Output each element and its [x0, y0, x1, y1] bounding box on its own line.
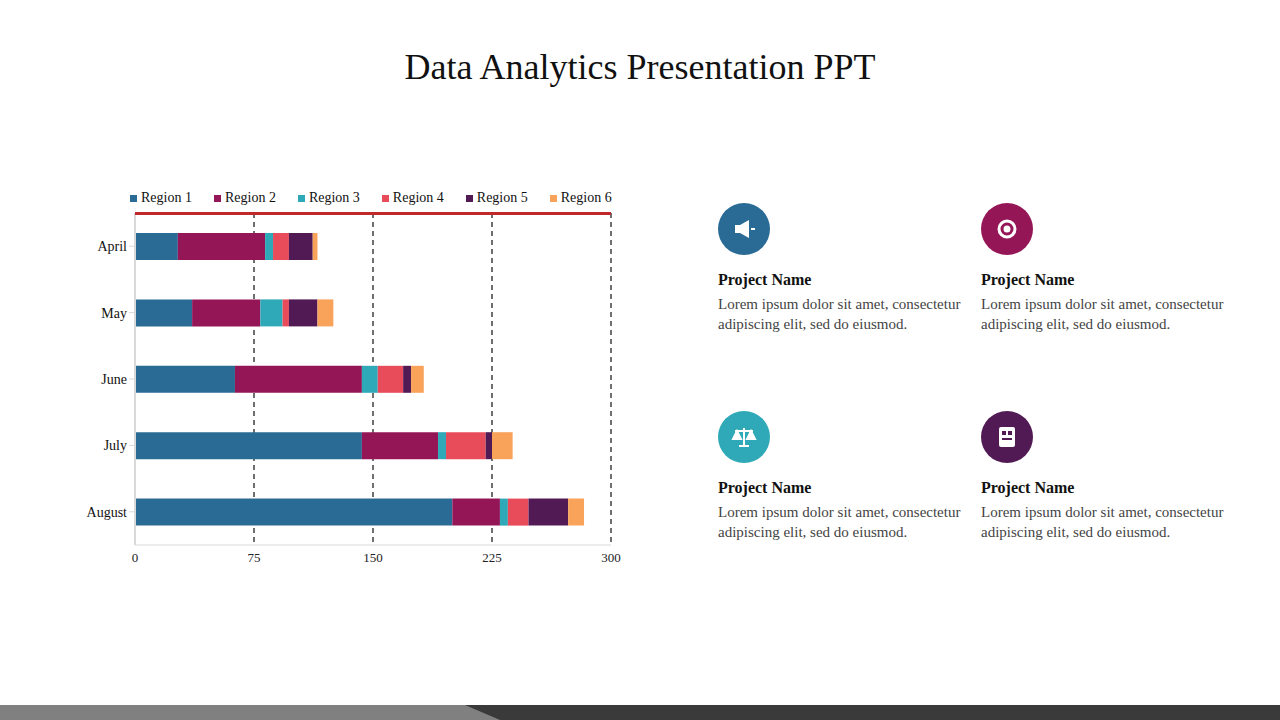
- svg-text:225: 225: [482, 550, 502, 565]
- html-text:Lorem ipsum dolor sit amet, co: Lorem ipsum dolor sit amet, consectetur …: [981, 504, 1224, 540]
- html-text:Project Name: Project Name: [718, 479, 812, 496]
- html-text:Lorem ipsum dolor sit amet, co: Lorem ipsum dolor sit amet, consectetur …: [718, 504, 961, 540]
- html-text:Project Name: Project Name: [718, 271, 812, 288]
- svg-text:June: June: [101, 372, 127, 387]
- svg-text:August: August: [87, 505, 128, 520]
- svg-text:75: 75: [248, 550, 261, 565]
- svg-text:July: July: [104, 438, 127, 453]
- html-text:Data Analytics Presentation PP: Data Analytics Presentation PPT: [404, 47, 876, 87]
- html-text:Region 1: Region 1: [141, 190, 192, 205]
- html-text:Region 5: Region 5: [476, 190, 528, 205]
- html-text:Lorem ipsum dolor sit amet, co: Lorem ipsum dolor sit amet, consectetur …: [718, 296, 961, 332]
- svg-text:300: 300: [601, 550, 621, 565]
- html-text:Region 4: Region 4: [392, 190, 444, 205]
- html-text:Lorem ipsum dolor sit amet, co: Lorem ipsum dolor sit amet, consectetur …: [981, 296, 1224, 332]
- html-text:Region 2: Region 2: [225, 190, 276, 205]
- svg-text:April: April: [97, 239, 127, 254]
- svg-text:0: 0: [132, 550, 139, 565]
- html-text:Region 3: Region 3: [308, 190, 360, 205]
- html-text:Project Name: Project Name: [981, 479, 1075, 496]
- html-text:Region 6: Region 6: [560, 190, 612, 205]
- svg-text:150: 150: [363, 550, 383, 565]
- svg-text:May: May: [101, 306, 127, 321]
- html-text:Project Name: Project Name: [981, 271, 1075, 288]
